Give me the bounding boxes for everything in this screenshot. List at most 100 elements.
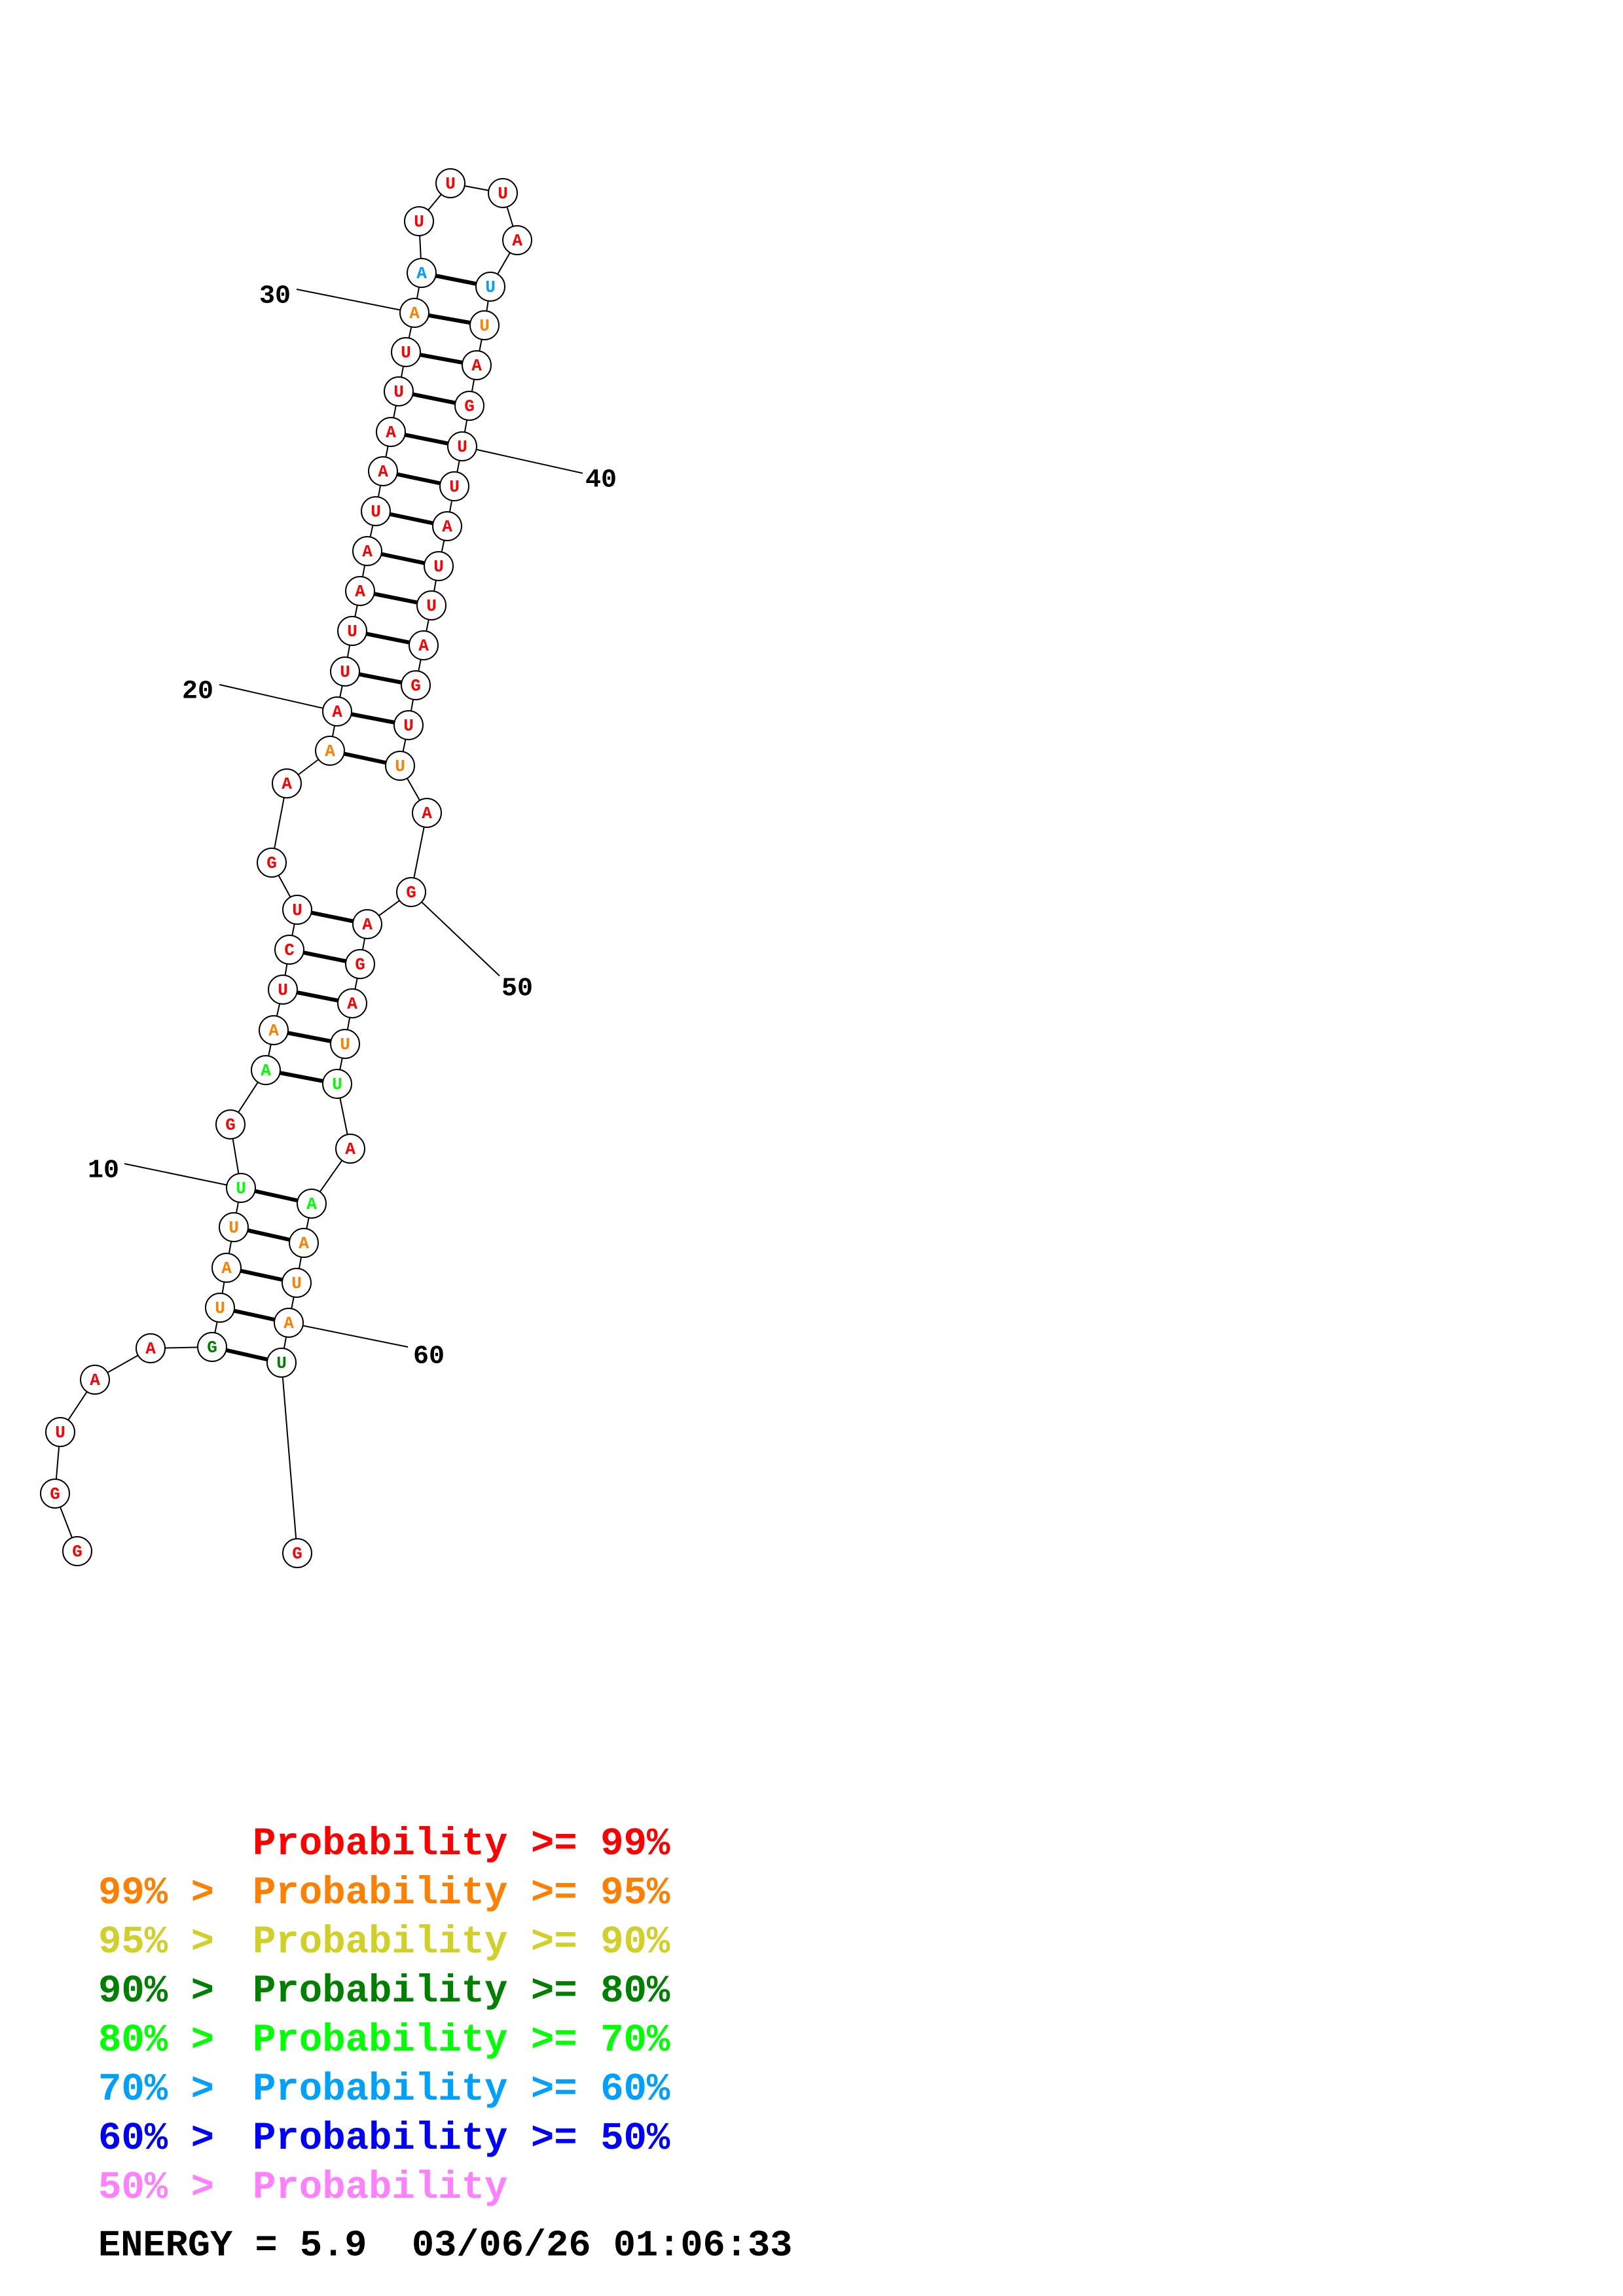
nucleotide-base: G <box>292 1544 302 1564</box>
nucleotide-circle <box>435 168 465 198</box>
nucleotide: U <box>205 1293 235 1323</box>
nucleotide-base: G <box>50 1484 60 1504</box>
legend-row: 90% > Probability >= 80% <box>98 1967 670 2016</box>
nucleotide-base: A <box>362 915 373 935</box>
nucleotide-circle <box>45 1417 75 1447</box>
nucleotide-base: U <box>395 757 405 776</box>
nucleotide-circle <box>393 710 424 740</box>
legend-row: 50% > Probability <box>98 2163 670 2212</box>
nucleotide-base: A <box>355 582 365 601</box>
nucleotide-base: A <box>422 804 432 823</box>
nucleotide-base: U <box>347 622 357 641</box>
nucleotide-base: A <box>145 1339 156 1359</box>
nucleotide-base: A <box>442 517 452 537</box>
nucleotide: A <box>259 1015 289 1045</box>
nucleotide: U <box>391 337 421 367</box>
nucleotide-base: A <box>512 231 522 251</box>
nucleotide: A <box>272 768 302 798</box>
nucleotide: A <box>368 456 398 486</box>
nucleotide: G <box>215 1109 246 1139</box>
nucleotide-base: A <box>409 304 420 323</box>
nucleotide-circle <box>391 337 421 367</box>
nucleotide-circle <box>401 670 431 700</box>
nucleotide: A <box>412 798 442 828</box>
nucleotide-base: U <box>292 901 302 920</box>
nucleotide: U <box>424 551 454 581</box>
legend-label: Probability >= 70% <box>253 2018 670 2062</box>
nucleotide-circle <box>404 206 434 236</box>
legend-label: Probability >= 99% <box>253 1822 670 1866</box>
legend-row: 70% > Probability >= 60% <box>98 2065 670 2114</box>
nucleotide-base: A <box>471 356 482 376</box>
nucleotide-circle <box>297 1189 327 1219</box>
nucleotide: U <box>416 590 447 620</box>
nucleotide-circle <box>282 1268 312 1298</box>
nucleotide: A <box>502 225 532 255</box>
nucleotide-base: A <box>332 702 342 722</box>
nucleotide-base: U <box>236 1179 246 1198</box>
nucleotide-circle <box>409 630 439 660</box>
nucleotide-circle <box>385 751 415 781</box>
nucleotide: U <box>361 496 391 526</box>
nucleotide: U <box>488 178 518 208</box>
nucleotide-base: U <box>276 1354 287 1373</box>
nucleotide: U <box>45 1417 75 1447</box>
nucleotide: A <box>274 1308 304 1338</box>
nucleotide-circle <box>268 975 298 1005</box>
nucleotide: U <box>330 1029 360 1059</box>
nucleotide: A <box>409 630 439 660</box>
nucleotide: A <box>136 1333 166 1363</box>
nucleotide: U <box>266 1348 297 1378</box>
nucleotide-circle <box>352 909 382 939</box>
nucleotide-base: G <box>225 1115 236 1135</box>
nucleotide-circle <box>197 1332 227 1362</box>
nucleotide-base: U <box>445 174 456 194</box>
legend-label: Probability >= 60% <box>253 2068 670 2111</box>
nucleotide-circle <box>439 471 469 501</box>
nucleotide-circle <box>289 1228 319 1258</box>
nucleotide: A <box>462 350 492 380</box>
nucleotide-circle <box>335 1134 365 1164</box>
nucleotide-base: U <box>414 212 424 232</box>
position-tick <box>462 446 583 474</box>
nucleotide-base: A <box>283 1314 294 1333</box>
nucleotide-circle <box>337 988 367 1018</box>
nucleotide: A <box>345 576 375 606</box>
nucleotide-circle <box>396 877 426 907</box>
nucleotide-base: G <box>72 1542 82 1562</box>
nucleotide-base: G <box>410 676 421 696</box>
position-label: 10 <box>88 1157 119 1186</box>
nucleotide: U <box>435 168 465 198</box>
legend-prefix: 90% > <box>98 1969 238 2013</box>
legend-label: Probability >= 80% <box>253 1969 670 2013</box>
backbone-segment <box>281 1362 298 1554</box>
nucleotide-base: A <box>416 264 427 283</box>
nucleotide: U <box>384 376 414 406</box>
nucleotide-circle <box>361 496 391 526</box>
nucleotide-base: G <box>266 853 277 873</box>
nucleotide-base: A <box>268 1021 279 1041</box>
nucleotide-circle <box>80 1365 110 1395</box>
legend-prefix: 50% > <box>98 2166 238 2210</box>
nucleotide-base: U <box>278 980 288 1000</box>
nucleotide-circle <box>330 656 360 687</box>
nucleotide-circle <box>454 391 484 421</box>
position-tick <box>288 1322 409 1348</box>
legend-label: Probability >= 50% <box>253 2117 670 2161</box>
nucleotide: A <box>352 536 382 566</box>
nucleotide-circle <box>432 511 462 541</box>
nucleotide-circle <box>345 576 375 606</box>
nucleotide-base: A <box>418 636 429 656</box>
nucleotide-circle <box>257 848 287 878</box>
nucleotide-base: A <box>386 423 396 442</box>
nucleotide: A <box>399 298 429 328</box>
nucleotide-base: U <box>457 437 467 457</box>
nucleotide: U <box>393 710 424 740</box>
nucleotide-circle <box>368 456 398 486</box>
nucleotide-base: U <box>479 316 490 336</box>
nucleotide-circle <box>337 616 367 646</box>
nucleotide-circle <box>226 1173 256 1203</box>
nucleotide-circle <box>274 1308 304 1338</box>
nucleotide-base: C <box>284 941 295 960</box>
nucleotide: U <box>447 431 477 461</box>
